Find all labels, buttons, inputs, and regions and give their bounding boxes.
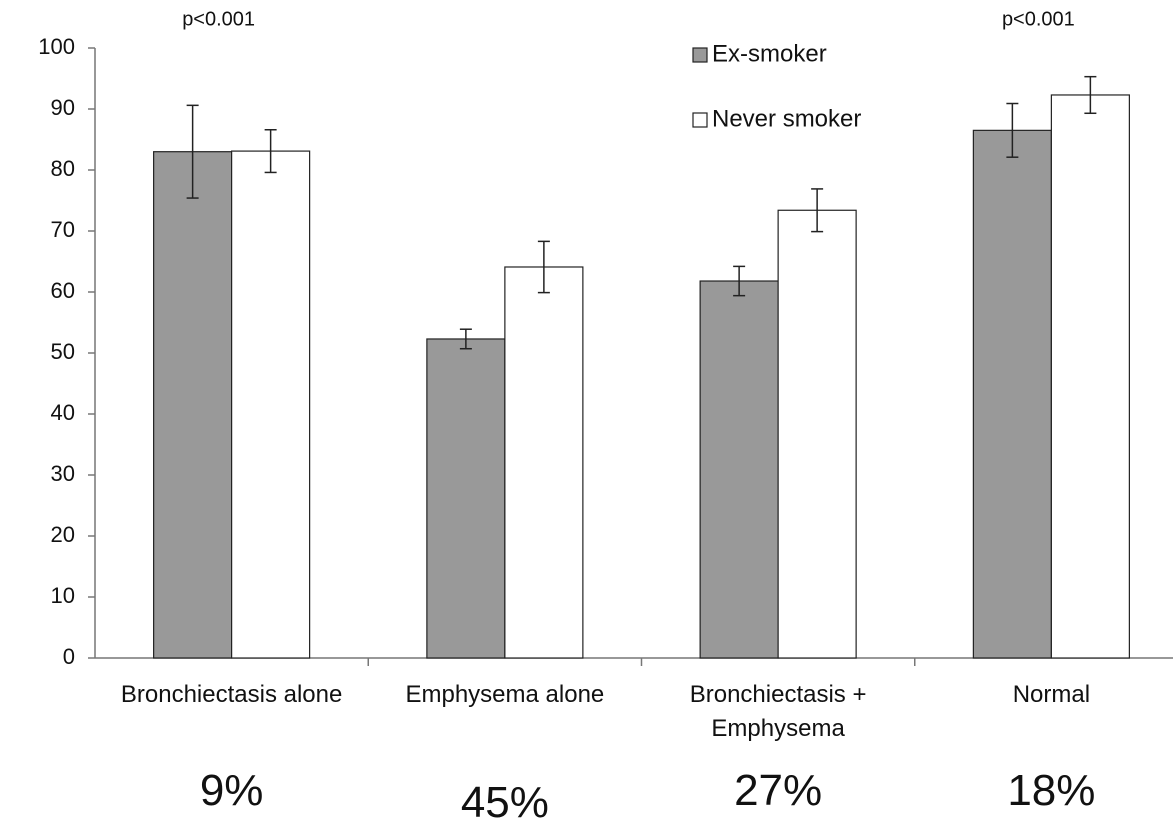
bar (153, 151, 233, 659)
bar (231, 150, 311, 659)
bar (699, 280, 779, 659)
x-tick-label: Emphysema alone (405, 681, 605, 708)
group-percentage: 9% (199, 766, 264, 815)
bar (972, 129, 1052, 659)
x-tick-label: Bronchiectasis alone (120, 681, 343, 708)
y-tick-label: 100 (38, 34, 75, 59)
y-tick-label: 20 (51, 522, 75, 547)
legend-swatch (692, 112, 708, 128)
y-tick-label: 80 (51, 156, 75, 181)
y-tick-label: 70 (51, 217, 75, 242)
p-value: p<0.001 (182, 8, 255, 30)
y-tick-label: 40 (51, 400, 75, 425)
bar (504, 266, 584, 659)
y-tick-label: 50 (51, 339, 75, 364)
group-percentage: 18% (1007, 766, 1096, 815)
bar (426, 338, 506, 659)
group-percentage: 27% (734, 766, 823, 815)
bar (777, 209, 857, 659)
legend-swatch (692, 47, 708, 63)
y-tick-label: 60 (51, 278, 75, 303)
y-tick-label: 10 (51, 583, 75, 608)
y-tick-label: 0 (63, 644, 75, 669)
x-tick-label: Normal (1012, 681, 1091, 708)
y-tick-label: 90 (51, 95, 75, 120)
y-tick-label: 30 (51, 461, 75, 486)
bar (1050, 94, 1130, 659)
legend-label: Ex-smoker (712, 40, 827, 67)
group-percentage: 45% (460, 778, 549, 827)
p-value: p<0.001 (1002, 8, 1075, 30)
x-tick-label: Bronchiectasis + Emphysema (689, 681, 867, 742)
legend-label: Never smoker (712, 105, 861, 132)
